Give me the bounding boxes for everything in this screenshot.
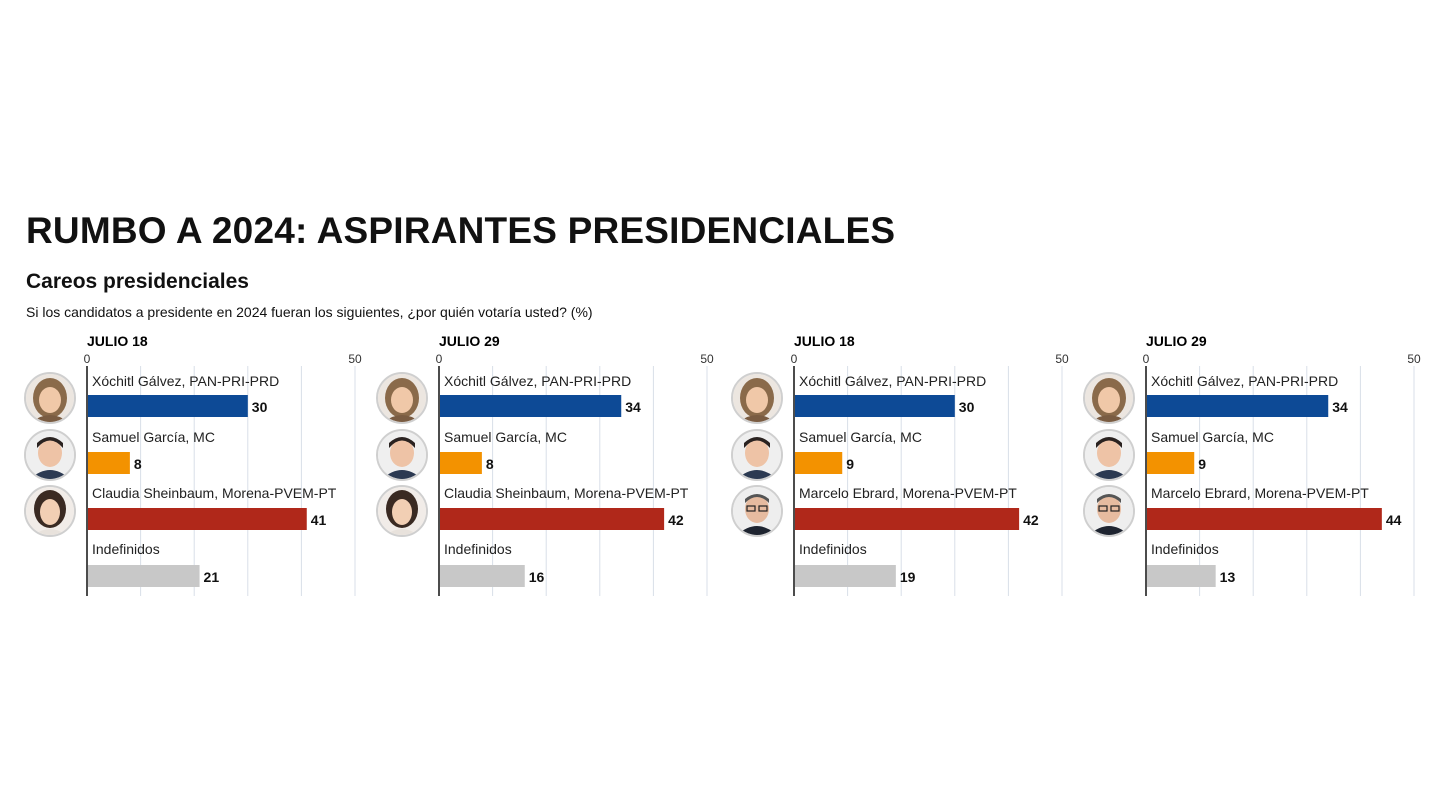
bar bbox=[88, 452, 130, 474]
man-avatar-icon bbox=[1083, 429, 1135, 481]
bar bbox=[88, 565, 200, 587]
bar bbox=[1147, 565, 1216, 587]
tick-label: 0 bbox=[1143, 352, 1150, 366]
value-label: 44 bbox=[1386, 512, 1402, 528]
man-glasses-avatar-icon bbox=[731, 485, 783, 537]
tick-label: 50 bbox=[348, 352, 362, 366]
bar-chart: JULIO 18 0 50 Xóchitl Gálvez, PAN-PRI-PRD 30… bbox=[84, 333, 362, 596]
tick-label: 50 bbox=[1055, 352, 1069, 366]
tick-label: 0 bbox=[84, 352, 91, 366]
candidate-label: Samuel García, MC bbox=[92, 429, 215, 445]
candidate-label: Marcelo Ebrard, Morena-PVEM-PT bbox=[799, 485, 1017, 501]
candidate-label: Xóchitl Gálvez, PAN-PRI-PRD bbox=[1151, 373, 1338, 389]
value-label: 34 bbox=[1332, 399, 1348, 415]
bar-chart: JULIO 29 0 50 Xóchitl Gálvez, PAN-PRI-PRD 34… bbox=[1143, 333, 1421, 596]
candidate-label: Indefinidos bbox=[92, 541, 160, 557]
woman-dark-hair-avatar-icon bbox=[376, 485, 428, 537]
bar bbox=[795, 508, 1020, 530]
bar bbox=[795, 565, 896, 587]
bar bbox=[795, 395, 955, 417]
woman-light-hair-avatar-icon bbox=[24, 372, 76, 424]
page-title: RUMBO A 2024: ASPIRANTES PRESIDENCIALES bbox=[26, 210, 896, 251]
bar bbox=[440, 452, 482, 474]
value-label: 9 bbox=[1198, 456, 1206, 472]
bar bbox=[1147, 508, 1382, 530]
value-label: 9 bbox=[846, 456, 854, 472]
candidate-label: Samuel García, MC bbox=[1151, 429, 1274, 445]
value-label: 34 bbox=[625, 399, 641, 415]
bar bbox=[795, 452, 843, 474]
poll-chart-3: JULIO 18 0 50 Xóchitl Gálvez, PAN-PRI-PRD 30… bbox=[731, 330, 1076, 610]
candidate-label: Indefinidos bbox=[799, 541, 867, 557]
candidate-label: Indefinidos bbox=[444, 541, 512, 557]
value-label: 8 bbox=[486, 456, 494, 472]
value-label: 30 bbox=[252, 399, 268, 415]
bar bbox=[440, 565, 525, 587]
man-glasses-avatar-icon bbox=[1083, 485, 1135, 537]
chart-date-label: JULIO 29 bbox=[439, 333, 500, 349]
value-label: 30 bbox=[959, 399, 975, 415]
candidate-label: Claudia Sheinbaum, Morena-PVEM-PT bbox=[92, 485, 337, 501]
tick-label: 0 bbox=[436, 352, 443, 366]
poll-chart-4: JULIO 29 0 50 Xóchitl Gálvez, PAN-PRI-PRD 34… bbox=[1083, 330, 1428, 610]
bar bbox=[440, 395, 622, 417]
candidate-label: Claudia Sheinbaum, Morena-PVEM-PT bbox=[444, 485, 689, 501]
bar bbox=[88, 508, 307, 530]
man-avatar-icon bbox=[376, 429, 428, 481]
value-label: 41 bbox=[311, 512, 327, 528]
candidate-label: Samuel García, MC bbox=[444, 429, 567, 445]
value-label: 19 bbox=[900, 569, 916, 585]
poll-chart-1: JULIO 18 0 50 Xóchitl Gálvez, PAN-PRI-PRD 30… bbox=[24, 330, 369, 610]
bar bbox=[1147, 395, 1329, 417]
tick-label: 50 bbox=[700, 352, 714, 366]
value-label: 16 bbox=[529, 569, 545, 585]
candidate-label: Xóchitl Gálvez, PAN-PRI-PRD bbox=[92, 373, 279, 389]
bar-chart: JULIO 29 0 50 Xóchitl Gálvez, PAN-PRI-PRD 34… bbox=[436, 333, 714, 596]
woman-light-hair-avatar-icon bbox=[1083, 372, 1135, 424]
value-label: 13 bbox=[1220, 569, 1236, 585]
candidate-label: Xóchitl Gálvez, PAN-PRI-PRD bbox=[444, 373, 631, 389]
value-label: 8 bbox=[134, 456, 142, 472]
man-avatar-icon bbox=[24, 429, 76, 481]
man-avatar-icon bbox=[731, 429, 783, 481]
candidate-label: Marcelo Ebrard, Morena-PVEM-PT bbox=[1151, 485, 1369, 501]
candidate-label: Xóchitl Gálvez, PAN-PRI-PRD bbox=[799, 373, 986, 389]
value-label: 42 bbox=[668, 512, 684, 528]
candidate-label: Indefinidos bbox=[1151, 541, 1219, 557]
value-label: 42 bbox=[1023, 512, 1039, 528]
chart-date-label: JULIO 29 bbox=[1146, 333, 1207, 349]
chart-date-label: JULIO 18 bbox=[87, 333, 148, 349]
chart-date-label: JULIO 18 bbox=[794, 333, 855, 349]
survey-question: Si los candidatos a presidente en 2024 f… bbox=[26, 304, 593, 320]
bar bbox=[88, 395, 248, 417]
value-label: 21 bbox=[204, 569, 220, 585]
poll-chart-2: JULIO 29 0 50 Xóchitl Gálvez, PAN-PRI-PRD 34… bbox=[376, 330, 721, 610]
candidate-label: Samuel García, MC bbox=[799, 429, 922, 445]
woman-dark-hair-avatar-icon bbox=[24, 485, 76, 537]
chart-subtitle: Careos presidenciales bbox=[26, 270, 249, 293]
woman-light-hair-avatar-icon bbox=[376, 372, 428, 424]
tick-label: 0 bbox=[791, 352, 798, 366]
woman-light-hair-avatar-icon bbox=[731, 372, 783, 424]
bar bbox=[440, 508, 665, 530]
tick-label: 50 bbox=[1407, 352, 1421, 366]
bar bbox=[1147, 452, 1195, 474]
bar-chart: JULIO 18 0 50 Xóchitl Gálvez, PAN-PRI-PRD 30… bbox=[791, 333, 1069, 596]
